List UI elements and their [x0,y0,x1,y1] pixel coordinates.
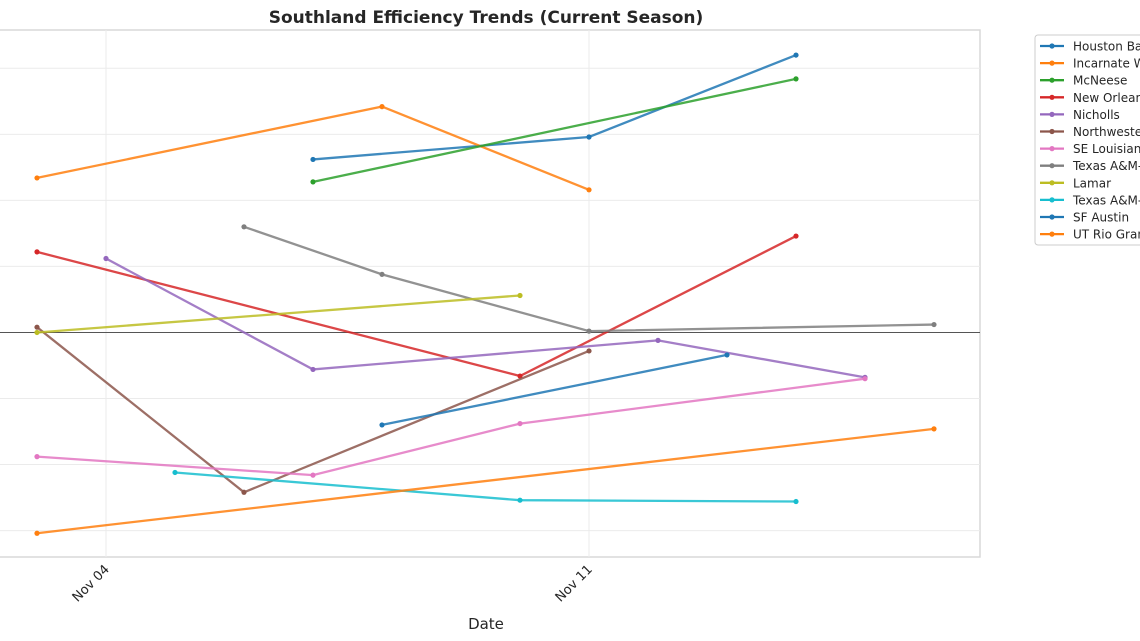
series-line [381,353,728,427]
data-point [34,175,40,181]
legend-label: Northweste [1073,125,1140,139]
chart-title: Southland Efficiency Trends (Current Sea… [269,8,704,28]
series-5 [34,324,592,495]
x-tick-label: Nov 11 [553,562,596,605]
legend-item: Incarnate W [1040,57,1140,71]
legend-marker [1049,214,1055,220]
legend-item: McNeese [1040,74,1127,88]
legend-marker [1049,231,1055,237]
data-point [103,255,109,262]
data-point [517,292,523,299]
series-line [105,257,866,379]
data-point [931,321,937,328]
legend-marker [1049,77,1055,83]
data-point [586,328,592,334]
legend-marker [1049,60,1055,66]
series-line [312,77,797,184]
data-point [793,233,799,239]
data-point [34,329,40,336]
data-point [310,156,316,163]
data-point [241,489,247,495]
data-point [517,373,523,379]
series-9 [172,469,799,505]
legend-label: New Orlean [1073,91,1140,105]
data-point [586,348,592,354]
legend-label: McNeese [1073,74,1127,88]
x-axis-label: Date [468,615,504,633]
legend-marker [1049,94,1055,100]
series-lines [34,52,937,536]
data-point [310,179,316,185]
legend-item: Lamar [1040,176,1111,190]
legend-marker [1049,43,1055,49]
data-point [793,498,799,505]
legend-marker [1049,197,1055,203]
series-11 [34,426,937,536]
legend-label: SE Louisian [1073,142,1140,156]
legend-item: Texas A&M- [1040,159,1140,173]
legend-marker [1049,163,1055,169]
legend-marker [1049,146,1055,152]
series-line [36,377,866,477]
legend-label: Lamar [1073,176,1111,190]
series-6 [34,376,868,478]
legend-marker [1049,180,1055,186]
data-point [793,76,799,82]
data-point [931,426,937,432]
legend-marker [1049,128,1055,135]
legend-item: Northweste [1040,125,1140,139]
legend-item: Nicholls [1040,108,1120,122]
legend-label: Houston Ba [1073,40,1140,54]
legend-item: New Orlean [1040,91,1140,105]
legend-label: Incarnate W [1073,57,1140,71]
series-10 [379,352,730,428]
data-point [793,52,799,58]
series-line [36,427,935,535]
x-ticks: Nov 04 Nov 11 [70,562,596,605]
data-point [34,249,40,255]
legend-item: SF Austin [1040,211,1129,225]
legend-label: Texas A&M- [1072,193,1140,207]
data-point [34,454,40,460]
legend-item: SE Louisian [1040,142,1140,156]
series-7 [241,224,937,334]
legend-marker [1049,111,1055,117]
series-8 [34,292,523,336]
legend-label: UT Rio Gran [1073,228,1140,242]
plot-area [0,29,981,558]
data-point [34,324,40,330]
series-line [243,225,935,333]
legend-item: Texas A&M- [1040,193,1140,207]
series-0 [310,52,799,163]
data-point [862,376,868,382]
data-point [517,420,523,427]
series-2 [310,76,799,185]
data-point [241,224,247,230]
x-tick-label: Nov 04 [70,562,113,605]
data-point [310,472,316,478]
data-point [655,337,661,343]
legend-label: Nicholls [1073,108,1120,122]
data-point [379,271,385,277]
series-3 [34,233,799,379]
data-point [379,422,385,428]
data-point [34,530,40,536]
data-point [586,187,592,193]
legend-label: Texas A&M- [1072,159,1140,173]
data-point [517,497,523,503]
legend-box [1034,34,1140,246]
series-1 [34,104,592,193]
data-point [379,104,385,110]
legend-label: SF Austin [1073,211,1129,225]
data-point [172,469,178,476]
data-point [724,352,730,358]
series-line [36,294,521,334]
legend-item: Houston Ba [1040,40,1140,54]
data-point [310,366,316,373]
data-point [586,134,592,140]
legend: Houston Ba Incarnate W McNeese New Orlean Ni… [1034,34,1140,246]
legend-item: UT Rio Gran [1040,228,1140,242]
